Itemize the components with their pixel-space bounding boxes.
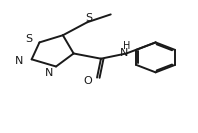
Text: N: N [45, 68, 53, 78]
Text: N: N [120, 48, 129, 59]
Text: S: S [85, 13, 92, 23]
Text: H: H [123, 41, 130, 51]
Text: N: N [15, 56, 23, 66]
Text: O: O [83, 76, 92, 86]
Text: S: S [25, 34, 32, 44]
